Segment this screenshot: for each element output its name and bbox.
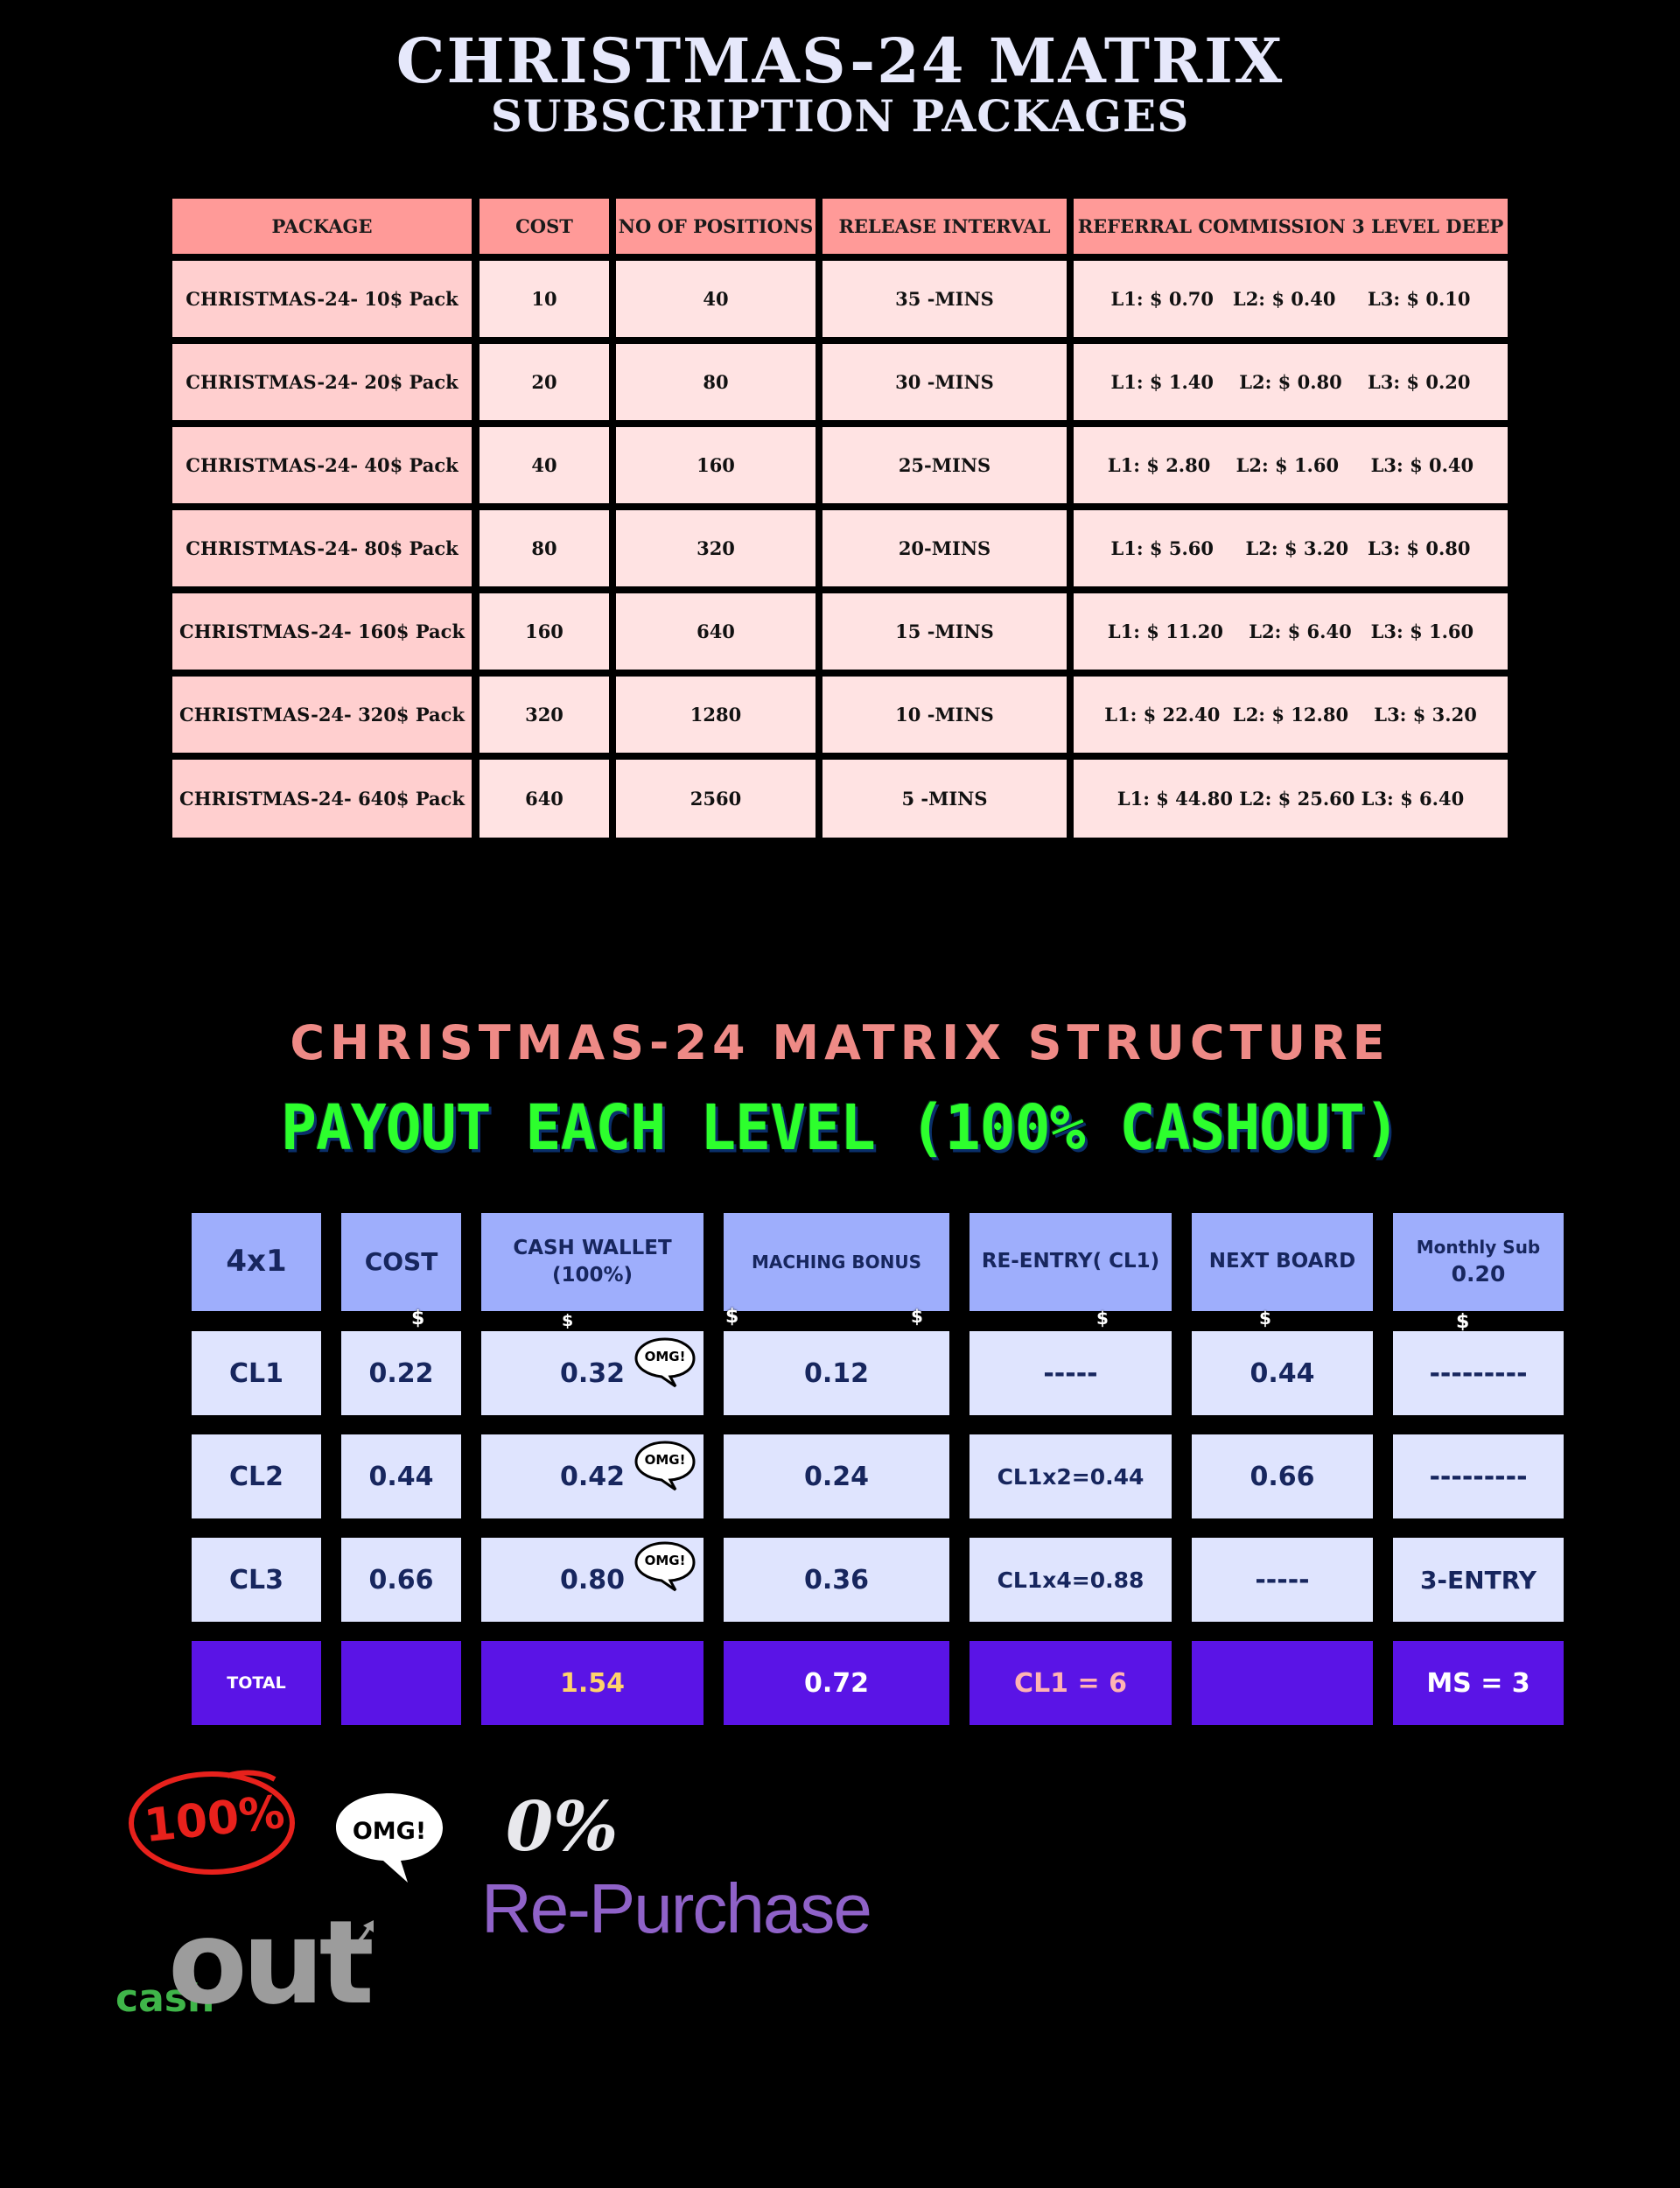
column-header-cash-wallet: CASH WALLET (100%) [481, 1213, 704, 1311]
total-label-cell: TOTAL [192, 1641, 321, 1725]
column-header-cost: COST [341, 1213, 461, 1311]
package-positions-cell: 2560 [616, 760, 816, 838]
page-title: CHRISTMAS-24 MATRIX [396, 25, 1284, 97]
out-text: out [168, 1896, 374, 2030]
dollar-icon: $ [911, 1306, 923, 1327]
arrow-up-right-icon [331, 1920, 374, 1959]
monthly-sub-value: 0.20 [1451, 1260, 1506, 1287]
package-interval-cell: 35 -MINS [822, 261, 1067, 337]
package-cost-cell: 20 [480, 344, 609, 420]
package-positions-cell: 40 [616, 261, 816, 337]
column-header-next-board: NEXT BOARD [1192, 1213, 1373, 1311]
level-label-cell: CL3 [192, 1538, 321, 1622]
re-entry-cell: CL1x2=0.44 [970, 1434, 1172, 1518]
level-cost-cell: 0.44 [341, 1434, 461, 1518]
package-positions-cell: 320 [616, 510, 816, 586]
package-name-cell: CHRISTMAS-24- 20$ Pack [172, 344, 472, 420]
next-board-cell: 0.44 [1192, 1331, 1373, 1415]
matching-bonus-cell: 0.24 [724, 1434, 949, 1518]
dollar-icon: $ [1259, 1308, 1271, 1329]
omg-speech-bubble-icon: OMG! [634, 1336, 696, 1389]
next-board-cell: 0.66 [1192, 1434, 1373, 1518]
package-interval-cell: 15 -MINS [822, 593, 1067, 670]
package-commission-cell: L1: $ 2.80 L2: $ 1.60 L3: $ 0.40 [1074, 427, 1508, 503]
package-cost-cell: 80 [480, 510, 609, 586]
package-interval-cell: 30 -MINS [822, 344, 1067, 420]
column-header-positions: NO OF POSITIONS [616, 199, 816, 254]
omg-speech-bubble-icon: OMG! [634, 1540, 696, 1593]
omg-speech-bubble-icon: OMG! [332, 1790, 446, 1886]
total-monthly-sub-cell: MS = 3 [1393, 1641, 1564, 1725]
total-matching-bonus-cell: 0.72 [724, 1641, 949, 1725]
level-label-cell: CL2 [192, 1434, 321, 1518]
package-positions-cell: 640 [616, 593, 816, 670]
matching-bonus-cell: 0.12 [724, 1331, 949, 1415]
package-positions-cell: 160 [616, 427, 816, 503]
column-header-cost: COST [480, 199, 609, 254]
package-positions-cell: 1280 [616, 677, 816, 753]
cash-text: cash [116, 1976, 215, 2021]
column-header-4x1: 4x1 [192, 1213, 321, 1311]
monthly-sub-cell: 3-ENTRY [1393, 1538, 1564, 1622]
monthly-sub-label: Monthly Sub [1416, 1236, 1541, 1258]
package-cost-cell: 160 [480, 593, 609, 670]
package-commission-cell: L1: $ 1.40 L2: $ 0.80 L3: $ 0.20 [1074, 344, 1508, 420]
level-cost-cell: 0.22 [341, 1331, 461, 1415]
cashout-logo: cash out [114, 1896, 402, 2039]
column-header-release-interval: RELEASE INTERVAL [822, 199, 1067, 254]
package-commission-cell: L1: $ 44.80 L2: $ 25.60 L3: $ 6.40 [1074, 760, 1508, 838]
package-commission-cell: L1: $ 0.70 L2: $ 0.40 L3: $ 0.10 [1074, 261, 1508, 337]
re-entry-cell: ----- [970, 1331, 1172, 1415]
structure-subtitle: PAYOUT EACH LEVEL (100% CASHOUT) [280, 1092, 1400, 1165]
column-header-package: PACKAGE [172, 199, 472, 254]
column-header-referral-commission: REFERRAL COMMISSION 3 LEVEL DEEP [1074, 199, 1508, 254]
package-name-cell: CHRISTMAS-24- 10$ Pack [172, 261, 472, 337]
total-re-entry-cell: CL1 = 6 [970, 1641, 1172, 1725]
re-entry-cell: CL1x4=0.88 [970, 1538, 1172, 1622]
package-commission-cell: L1: $ 22.40 L2: $ 12.80 L3: $ 3.20 [1074, 677, 1508, 753]
package-cost-cell: 40 [480, 427, 609, 503]
package-cost-cell: 10 [480, 261, 609, 337]
package-cost-cell: 320 [480, 677, 609, 753]
matching-bonus-cell: 0.36 [724, 1538, 949, 1622]
package-positions-cell: 80 [616, 344, 816, 420]
package-name-cell: CHRISTMAS-24- 80$ Pack [172, 510, 472, 586]
hundred-percent-badge: 100% [122, 1764, 306, 1877]
package-name-cell: CHRISTMAS-24- 160$ Pack [172, 593, 472, 670]
dollar-icon: $ [1456, 1311, 1470, 1333]
package-interval-cell: 25-MINS [822, 427, 1067, 503]
zero-percent-text: 0% [506, 1787, 619, 1867]
dollar-icon: $ [1096, 1308, 1109, 1329]
column-header-monthly-sub: Monthly Sub 0.20 [1393, 1213, 1564, 1311]
package-commission-cell: L1: $ 5.60 L2: $ 3.20 L3: $ 0.80 [1074, 510, 1508, 586]
repurchase-text: Re-Purchase [481, 1869, 872, 1947]
monthly-sub-cell: --------- [1393, 1331, 1564, 1415]
total-cost-cell [341, 1641, 461, 1725]
column-header-matching-bonus: MACHING BONUS [724, 1213, 949, 1311]
package-interval-cell: 20-MINS [822, 510, 1067, 586]
package-name-cell: CHRISTMAS-24- 40$ Pack [172, 427, 472, 503]
page-subtitle: SUBSCRIPTION PACKAGES [490, 90, 1190, 142]
red-circle-icon [129, 1770, 295, 1875]
structure-title: CHRISTMAS-24 MATRIX STRUCTURE [290, 1015, 1390, 1070]
monthly-sub-cell: --------- [1393, 1434, 1564, 1518]
level-cost-cell: 0.66 [341, 1538, 461, 1622]
level-label-cell: CL1 [192, 1331, 321, 1415]
column-header-re-entry: RE-ENTRY( CL1) [970, 1213, 1172, 1311]
package-name-cell: CHRISTMAS-24- 640$ Pack [172, 760, 472, 838]
package-cost-cell: 640 [480, 760, 609, 838]
total-cash-wallet-cell: 1.54 [481, 1641, 704, 1725]
package-interval-cell: 10 -MINS [822, 677, 1067, 753]
next-board-cell: ----- [1192, 1538, 1373, 1622]
package-name-cell: CHRISTMAS-24- 320$ Pack [172, 677, 472, 753]
total-next-board-cell [1192, 1641, 1373, 1725]
dollar-icon: $ [411, 1308, 425, 1329]
dollar-icon: $ [725, 1306, 739, 1328]
omg-speech-bubble-icon: OMG! [634, 1440, 696, 1492]
package-interval-cell: 5 -MINS [822, 760, 1067, 838]
dollar-icon: $ [562, 1311, 574, 1330]
package-commission-cell: L1: $ 11.20 L2: $ 6.40 L3: $ 1.60 [1074, 593, 1508, 670]
